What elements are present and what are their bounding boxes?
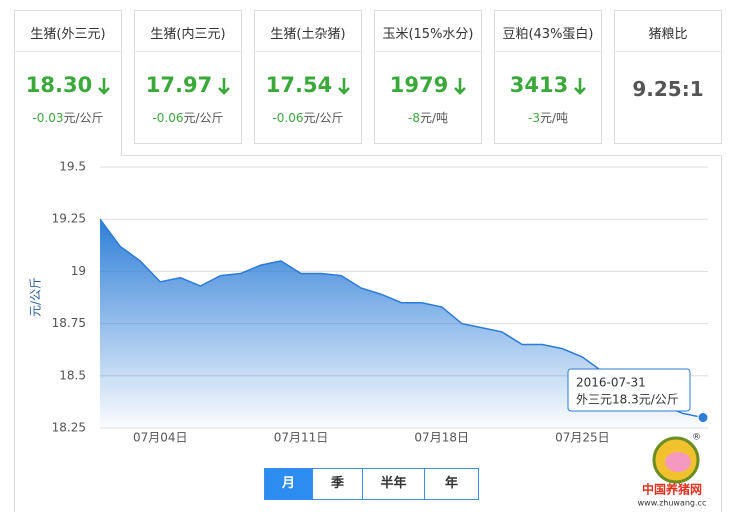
y-axis-label: 元/公斤 — [29, 277, 43, 317]
logo: ® 中国养猪网 www.zhuwang.cc — [638, 433, 707, 508]
period-button[interactable]: 半年 — [362, 468, 425, 500]
y-tick-label: 19.25 — [52, 212, 86, 226]
down-arrow — [454, 78, 467, 95]
point — [697, 412, 709, 424]
separator — [135, 51, 241, 52]
card-name: 生猪(土杂猪) — [270, 27, 346, 42]
change-value: -0.03 — [32, 111, 64, 125]
logo-pig — [665, 452, 691, 472]
card-price: 17.97 — [135, 73, 241, 97]
y-tick-label: 19 — [71, 264, 86, 278]
change-value: -3 — [527, 111, 540, 125]
x-tick-label: 07月18日 — [414, 431, 469, 445]
separator — [495, 51, 601, 52]
period-button[interactable]: 季 — [312, 468, 363, 500]
x-tick-label: 07月11日 — [274, 431, 329, 445]
price-card: 生猪(土杂猪) 17.54 -0.06元/公斤 — [254, 10, 362, 144]
card-price: 17.54 — [255, 73, 361, 97]
price-value: 1979 — [389, 73, 449, 97]
card-name: 猪粮比 — [648, 27, 688, 42]
separator — [15, 51, 121, 52]
period-button[interactable]: 月 — [264, 468, 313, 500]
card-name: 豆粕(43%蛋白) — [502, 27, 594, 42]
card-name: 玉米(15%水分) — [382, 27, 474, 42]
x-tick-label: 07月25日 — [555, 431, 610, 445]
price-card: 生猪(内三元) 17.97 -0.06元/公斤 — [134, 10, 242, 144]
tooltip — [567, 368, 691, 412]
card-change: -3元/吨 — [495, 109, 601, 126]
logo-mark: ® — [692, 433, 701, 443]
price-card: 豆粕(43%蛋白) 3413 -3元/吨 — [494, 10, 602, 144]
price-card: 生猪(外三元) 18.30 -0.03元/公斤 — [14, 10, 122, 156]
area — [100, 219, 703, 428]
price-value: 3413 — [509, 73, 569, 97]
price-card: 猪粮比 9.25:1 — [614, 10, 722, 144]
card-price: 18.30 — [15, 73, 121, 97]
tooltip-text: 外三元18.3元/公斤 — [576, 393, 679, 407]
card-name: 生猪(外三元) — [30, 27, 106, 42]
logo-name: 中国养猪网 — [642, 482, 702, 497]
y-tick-label: 18.25 — [52, 421, 86, 435]
price-card: 玉米(15%水分) 1979 -8元/吨 — [374, 10, 482, 144]
separator — [255, 51, 361, 52]
card-change: -8元/吨 — [375, 109, 481, 126]
change-unit: 元/公斤 — [183, 111, 224, 125]
period-button[interactable]: 年 — [424, 468, 479, 500]
card-price: 3413 — [495, 73, 601, 97]
card-name: 生猪(内三元) — [150, 27, 226, 42]
change-unit: 元/吨 — [539, 111, 568, 125]
y-tick-label: 18.75 — [52, 316, 86, 330]
card-change: -0.03元/公斤 — [15, 109, 121, 126]
price-value: 9.25:1 — [632, 77, 704, 101]
change-unit: 元/公斤 — [63, 111, 104, 125]
separator — [375, 51, 481, 52]
x-tick-label: 07月04日 — [133, 431, 188, 445]
tooltip-date: 2016-07-31 — [576, 376, 646, 390]
change-unit: 元/吨 — [419, 111, 448, 125]
change-value: -0.06 — [272, 111, 304, 125]
card-change: -0.06元/公斤 — [255, 109, 361, 126]
logo-url: www.zhuwang.cc — [638, 499, 707, 508]
price-value: 18.30 — [25, 73, 93, 97]
down-arrow — [98, 78, 111, 95]
price-value: 17.54 — [265, 73, 333, 97]
card-change: -0.06元/公斤 — [135, 109, 241, 126]
down-arrow — [574, 78, 587, 95]
y-tick-label: 19.5 — [59, 160, 86, 174]
change-unit: 元/公斤 — [303, 111, 344, 125]
price-value: 17.97 — [145, 73, 213, 97]
separator — [615, 51, 721, 52]
chart-panel — [14, 155, 722, 512]
change-value: -0.06 — [152, 111, 184, 125]
down-arrow — [218, 78, 231, 95]
card-price: 9.25:1 — [615, 77, 721, 101]
y-tick-label: 18.5 — [59, 368, 86, 382]
change-value: -8 — [407, 111, 420, 125]
down-arrow — [338, 78, 351, 95]
card-price: 1979 — [375, 73, 481, 97]
